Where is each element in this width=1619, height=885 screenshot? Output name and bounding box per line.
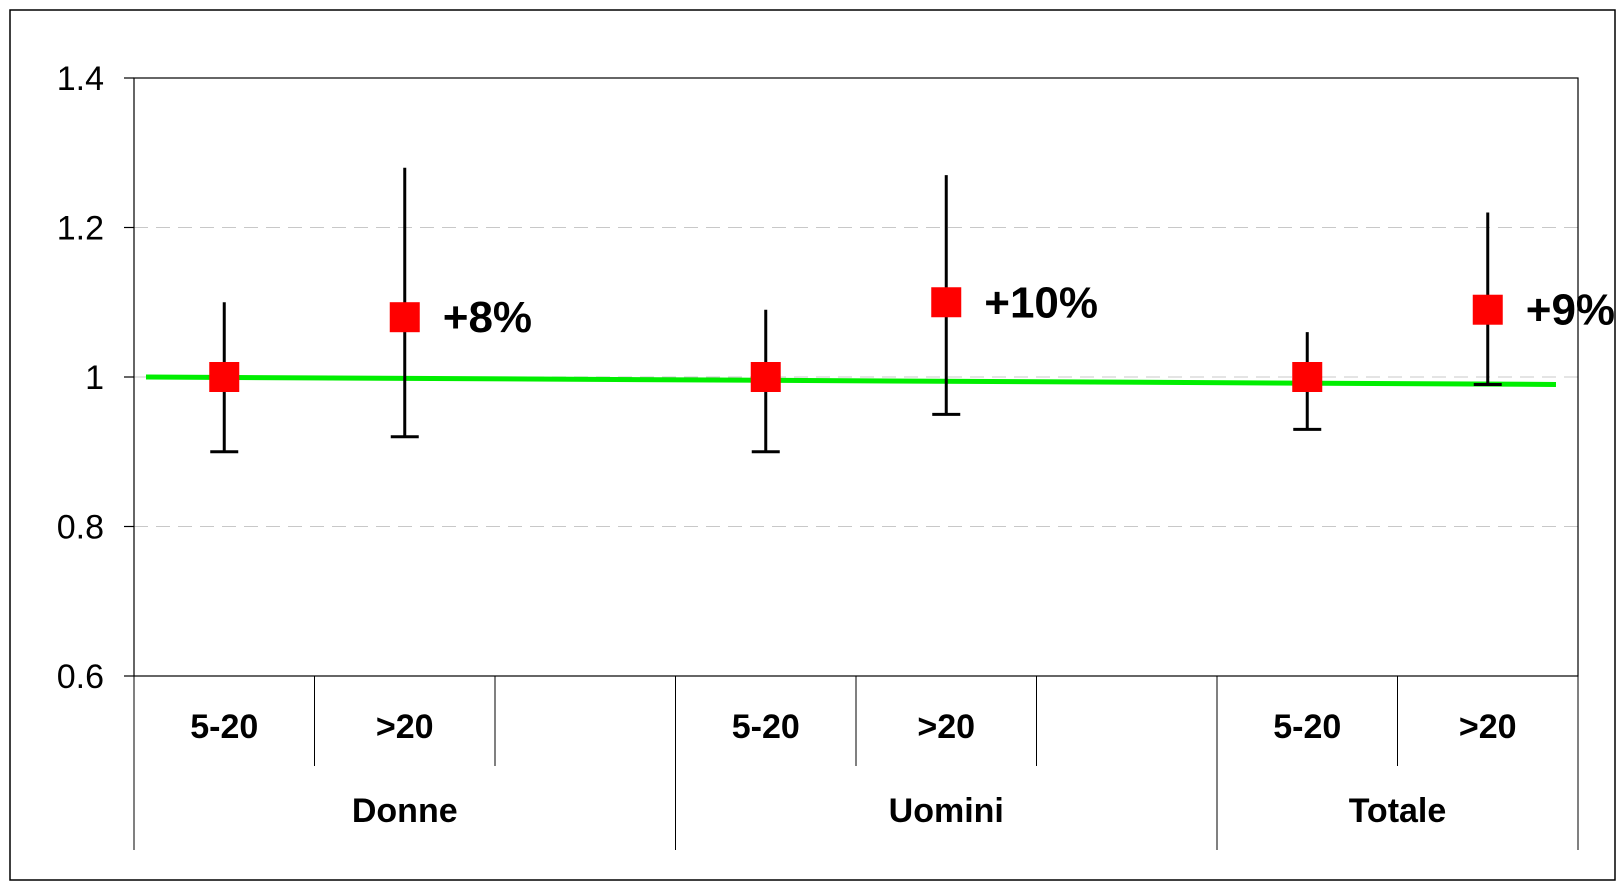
data-point-marker (750, 362, 781, 392)
data-point-marker (389, 302, 420, 333)
y-tick-label: 1.2 (57, 210, 104, 248)
x-group-label: Totale (1349, 792, 1447, 830)
y-axis: 0.6 0.8 1 1.2 1.4 (57, 60, 134, 696)
data-point-annotation: +9% (1526, 286, 1615, 335)
x-subcategory-label: >20 (1459, 708, 1517, 746)
y-tick-label: 1 (85, 359, 104, 397)
data-point-marker (1472, 294, 1503, 325)
x-subcategory-label: >20 (917, 708, 975, 746)
data-point-marker (931, 287, 962, 318)
data-points: +8% +10% +9% (209, 167, 1615, 454)
y-tick-label: 0.6 (57, 658, 104, 696)
data-point-annotation: +8% (443, 293, 532, 342)
x-subcategory-label: 5-20 (1273, 708, 1341, 746)
x-subcategory-label: 5-20 (190, 708, 258, 746)
x-axis: 5-20 >20 Donne 5-20 >20 Uomini 5-20 >20 Totale (133, 676, 1579, 850)
x-subcategory-label: 5-20 (732, 708, 800, 746)
chart-border (9, 9, 1616, 881)
y-tick-label: 1.4 (57, 60, 104, 98)
data-point-marker (1292, 362, 1323, 392)
data-point-marker (209, 362, 240, 392)
data-point-annotation: +10% (984, 278, 1098, 327)
y-tick-label: 0.8 (57, 509, 104, 547)
x-subcategory-label: >20 (376, 708, 434, 746)
x-group-label: Uomini (889, 792, 1004, 830)
x-group-label: Donne (352, 792, 458, 830)
